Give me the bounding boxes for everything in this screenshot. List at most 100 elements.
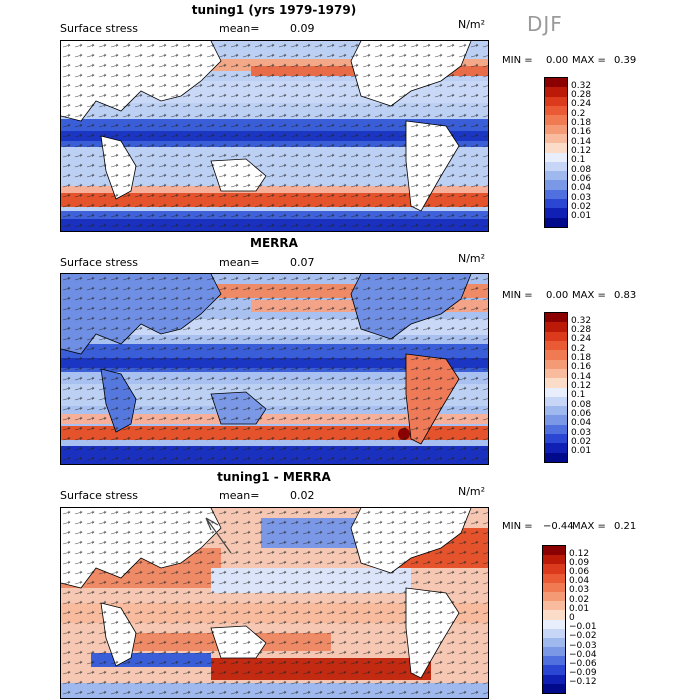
colorbar-swatch: [545, 96, 567, 106]
colorbar-swatch: [543, 628, 565, 638]
colorbar-swatch: [545, 322, 567, 332]
colorbar-tick-label: 0.12: [569, 548, 590, 559]
colorbar-tick-label: 0.1: [571, 155, 586, 166]
colorbar-tick-label: 0.28: [571, 90, 592, 101]
colorbar-swatch: [543, 546, 565, 556]
colorbar-swatch: [543, 665, 565, 675]
field-label: Surface stress: [60, 489, 138, 502]
colorbar-labels: 0.12 0.09 0.06 0.04 0.03 0.02 0.01 0 −0.01 −0.02−…: [569, 545, 639, 692]
min-label: MIN =: [502, 521, 533, 532]
colorbar-swatch: [543, 637, 565, 648]
colorbar-tick-label: 0.12: [571, 146, 592, 156]
colorbar-tick-label: 0.18: [571, 353, 592, 364]
colorbar-tick-label: 0: [569, 613, 575, 623]
colorbar-swatch: [545, 434, 567, 444]
colorbar-swatch: [545, 368, 567, 379]
colorbar-tick-label: 0.03: [571, 427, 592, 438]
colorbar-tick-label: 0.04: [571, 418, 592, 429]
colorbar-tick-label: −0.09: [569, 668, 597, 679]
colorbar-tick-label: 0.16: [571, 127, 592, 138]
colorbar-tick-label: 0.02: [571, 201, 592, 212]
colorbar-swatch: [543, 591, 565, 602]
colorbar-tick-label: 0.28: [571, 325, 592, 336]
colorbar-swatch: [543, 564, 565, 574]
colorbar-swatch: [545, 415, 567, 425]
colorbar-tick-label: −0.02: [569, 631, 597, 642]
colorbar-tick-label: 0.32: [571, 80, 592, 91]
map-panel-model: [60, 40, 489, 232]
colorbar-tick-label: 0.14: [571, 136, 592, 147]
colorbar-swatch: [543, 610, 565, 620]
colorbar-swatch: [543, 683, 565, 693]
colorbar-tick-label: 0.2: [571, 108, 586, 119]
panel-title: tuning1 (yrs 1979-1979): [191, 3, 357, 17]
colorbar-swatch: [543, 647, 565, 657]
max-value: 0.21: [614, 521, 637, 532]
colorbar-swatch: [543, 656, 565, 666]
colorbar-swatch: [545, 115, 567, 125]
units-label: N/m²: [458, 18, 486, 31]
field-label: Surface stress: [60, 22, 138, 35]
colorbar-tick-label: 0.01: [571, 211, 592, 222]
colorbar-tick-label: 0.03: [571, 192, 592, 203]
map-svg: [61, 274, 488, 464]
colorbar-tick-label: 0.1: [571, 390, 586, 401]
colorbar-tick-label: −0.03: [569, 640, 597, 651]
colorbar-swatch: [545, 133, 567, 144]
colorbar-swatch: [545, 105, 567, 116]
colorbar-swatch: [545, 161, 567, 172]
max-label: MAX =: [572, 55, 606, 66]
units-label: N/m²: [458, 252, 486, 265]
colorbar-swatch: [545, 350, 567, 360]
colorbar-tick-label: 0.04: [571, 183, 592, 194]
min-value: −0.44: [543, 521, 574, 532]
colorbar: [544, 77, 568, 228]
max-value: 0.39: [614, 55, 637, 66]
colorbar-swatch: [545, 208, 567, 218]
colorbar-tick-label: 0.06: [571, 408, 592, 419]
max-label: MAX =: [572, 521, 606, 532]
map-panel-difference: [60, 507, 489, 699]
colorbar-labels: 0.32 0.28 0.24 0.2 0.18 0.16 0.14 0.12 0.1 0.08 0.…: [571, 77, 631, 226]
colorbar: [542, 545, 566, 694]
map-svg: [61, 508, 488, 698]
colorbar-swatch: [545, 143, 567, 153]
colorbar-swatch: [545, 171, 567, 181]
mean-label: mean=: [219, 489, 260, 502]
colorbar-tick-label: 0.06: [569, 567, 590, 578]
colorbar-swatch: [545, 424, 567, 435]
colorbar-swatch: [543, 674, 565, 684]
colorbar-swatch: [543, 619, 565, 629]
colorbar-swatch: [545, 387, 567, 397]
colorbar-swatch: [545, 452, 567, 462]
season-label: DJF: [527, 12, 563, 36]
mean-label: mean=: [219, 256, 260, 269]
colorbar-swatch: [545, 443, 567, 453]
colorbar-swatch: [543, 601, 565, 611]
colorbar: [544, 312, 568, 463]
colorbar-swatch: [545, 331, 567, 341]
mean-label: mean=: [219, 22, 260, 35]
colorbar-swatch: [545, 340, 567, 351]
colorbar-tick-label: 0.01: [569, 603, 590, 614]
min-value: 0.00: [546, 55, 569, 66]
colorbar-swatch: [545, 189, 567, 200]
colorbar-swatch: [543, 573, 565, 583]
colorbar-swatch: [545, 378, 567, 388]
colorbar-swatch: [543, 582, 565, 592]
colorbar-tick-label: 0.09: [569, 557, 590, 568]
min-value: 0.00: [546, 290, 569, 301]
map-svg: [61, 41, 488, 231]
colorbar-swatch: [545, 406, 567, 416]
colorbar-swatch: [545, 124, 567, 134]
colorbar-swatch: [545, 152, 567, 162]
colorbar-tick-label: 0.2: [571, 343, 586, 354]
colorbar-tick-label: 0.02: [571, 436, 592, 447]
colorbar-swatch: [545, 78, 567, 88]
colorbar-tick-label: 0.04: [569, 576, 590, 587]
colorbar-swatch: [545, 199, 567, 209]
colorbar-swatch: [545, 180, 567, 190]
min-label: MIN =: [502, 55, 533, 66]
colorbar-tick-label: 0.12: [571, 381, 592, 391]
colorbar-swatch: [545, 87, 567, 97]
